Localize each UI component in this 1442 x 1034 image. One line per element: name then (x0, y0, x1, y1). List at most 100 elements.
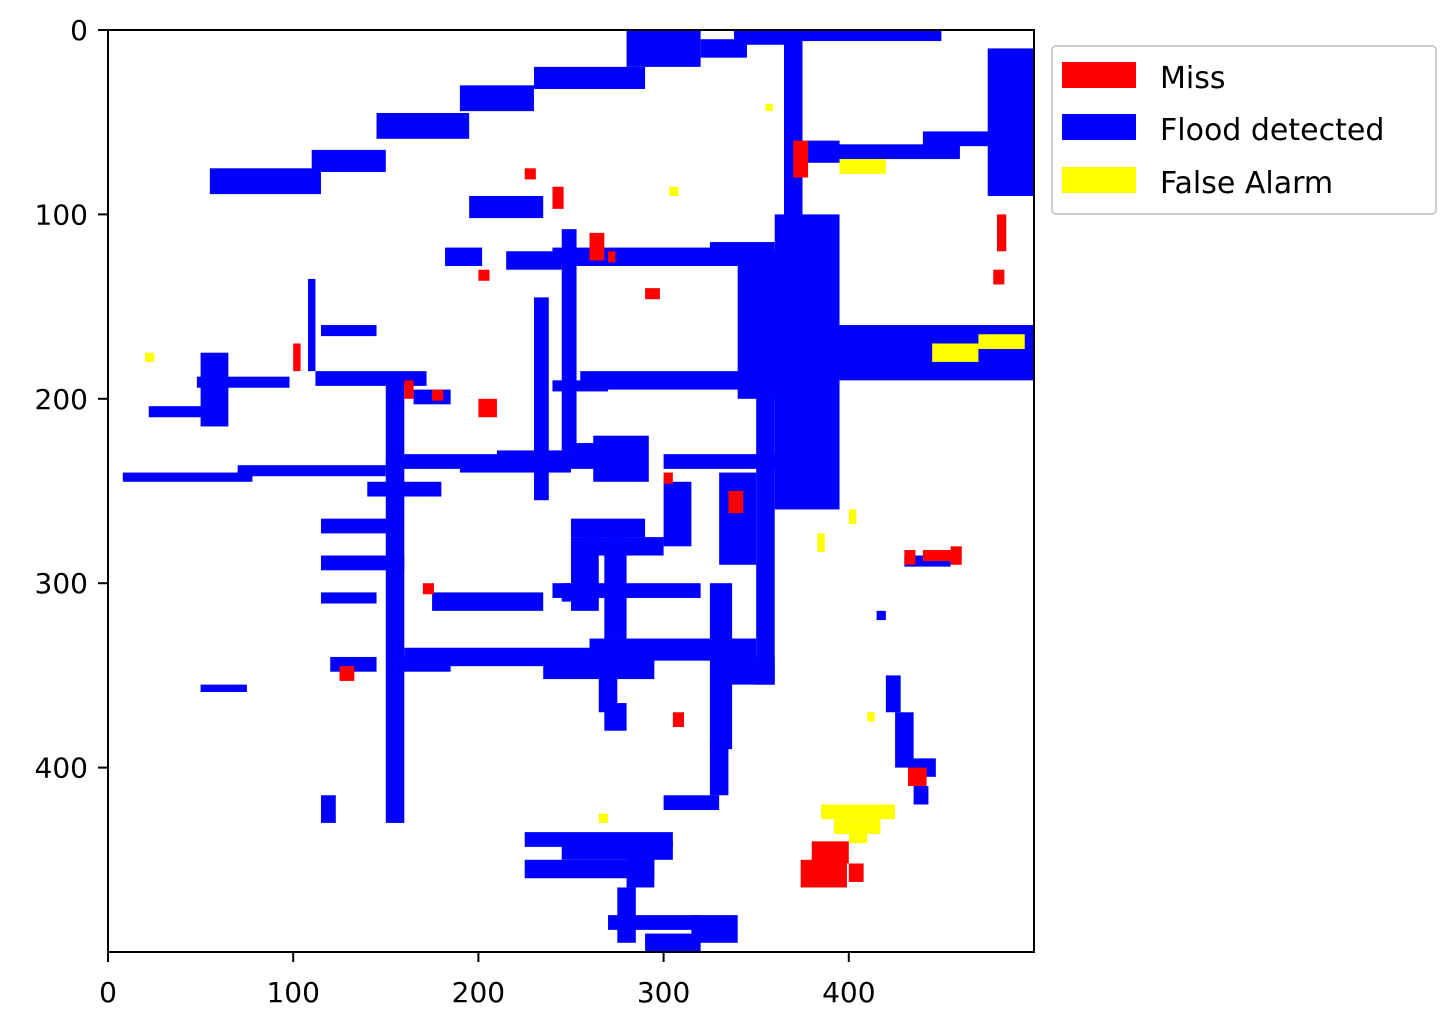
miss-cell (293, 343, 301, 372)
miss-cell (800, 859, 847, 888)
legend-frame (1051, 45, 1437, 215)
flood-detected-cell (876, 610, 886, 621)
flood-detected-cell (552, 380, 609, 392)
flood-detected-cell (122, 472, 253, 482)
flood-detected-cell (580, 371, 803, 390)
flood-detected-cell (756, 30, 942, 42)
flood-detected-cell (604, 703, 627, 731)
heatmap-layer (122, 30, 1034, 952)
false-alarm-cell (848, 509, 857, 525)
flood-detected-cell (719, 472, 757, 565)
legend-swatch-flood-detected (1062, 114, 1136, 140)
flood-detected-cell (367, 481, 442, 497)
flood-detected-cell (533, 66, 646, 90)
false-alarm-cell (817, 533, 825, 552)
false-alarm-cell (867, 712, 875, 722)
x-tick-label: 100 (266, 976, 319, 1009)
flood-detected-cell (593, 435, 649, 482)
flood-detected-cell (913, 786, 929, 805)
flood-detected-cell (561, 841, 673, 860)
flood-detected-cell (561, 229, 577, 451)
flood-detected-cell (459, 85, 534, 112)
flood-detected-cell (445, 247, 483, 267)
false-alarm-cell (821, 804, 896, 820)
legend-swatch-miss (1062, 62, 1136, 88)
miss-cell (996, 214, 1007, 252)
flood-detected-cell (308, 278, 316, 372)
flood-detected-cell (663, 795, 720, 811)
miss-cell (524, 168, 536, 180)
x-tick-label: 300 (637, 976, 690, 1009)
flood-detected-cell (922, 131, 997, 147)
miss-cell (552, 186, 564, 209)
flood-detected-cell (413, 389, 451, 405)
y-tick-label: 100 (35, 198, 88, 231)
x-axis: 0 100 200 300 400 (99, 952, 876, 1009)
miss-cell (339, 666, 355, 681)
flood-detected-cell (691, 915, 738, 943)
flood-detected-cell (524, 859, 655, 879)
flood-detected-cell (320, 592, 377, 604)
plot-frame (107, 29, 1035, 953)
miss-cell (404, 380, 414, 399)
y-tick-label: 400 (35, 752, 88, 785)
flood-detected-cell (311, 149, 386, 172)
flood-detected-cell (1006, 131, 1034, 160)
false-alarm-cell (978, 334, 1025, 350)
y-tick-label: 200 (35, 383, 88, 416)
flood-detected-cell (987, 48, 1034, 196)
flood-detected-cell (320, 518, 396, 534)
flood-detected-cell (626, 841, 655, 888)
miss-cell (793, 140, 809, 178)
y-axis: 0 100 200 300 400 (35, 14, 108, 785)
flood-detected-cell (774, 325, 1034, 381)
flood-detected-cell (645, 933, 701, 952)
miss-cell (922, 550, 960, 562)
miss-cell (904, 550, 916, 565)
flood-detected-cell (196, 376, 290, 388)
flood-detected-cell (598, 666, 618, 713)
flood-detected-cell (719, 656, 775, 685)
flood-detected-cell (830, 144, 960, 160)
miss-cell (608, 251, 616, 263)
flood-detected-cell (783, 39, 803, 224)
miss-cell (811, 841, 849, 864)
false-alarm-cell (833, 819, 881, 834)
legend-label-false-alarm: False Alarm (1160, 166, 1333, 201)
flood-detected-cell (209, 168, 321, 195)
miss-cell (728, 491, 744, 514)
flood-detected-cell (604, 537, 627, 639)
flood-detected-cell (533, 297, 549, 501)
flood-detected-cell (756, 389, 775, 685)
miss-cell (478, 269, 490, 281)
miss-cell (422, 583, 434, 595)
false-alarm-cell (145, 352, 155, 362)
flood-detected-cell (200, 684, 247, 692)
false-alarm-cell (932, 343, 979, 362)
flood-detected-cell (571, 537, 599, 611)
false-alarm-cell (598, 813, 609, 823)
legend-swatch-false-alarm (1062, 167, 1136, 193)
legend-label-miss: Miss (1160, 61, 1225, 96)
y-tick-label: 300 (35, 567, 88, 600)
miss-cell (993, 269, 1005, 285)
flood-detected-cell (626, 30, 701, 67)
flood-detected-cell (663, 481, 692, 547)
flood-detected-cell (385, 380, 405, 823)
flood-detected-cell (432, 592, 544, 611)
flood-detected-cell (543, 656, 655, 680)
flood-detected-cell (376, 112, 470, 139)
miss-cell (645, 288, 660, 300)
flood-detected-cell (320, 325, 377, 337)
miss-cell (478, 398, 497, 418)
flood-detected-cell (885, 675, 901, 713)
flood-detected-cell (608, 915, 701, 930)
flood-detected-cell (895, 712, 914, 768)
flood-detected-cell (320, 795, 336, 823)
x-tick-label: 0 (99, 976, 117, 1009)
flood-detected-cell (148, 406, 205, 418)
flood-detected-cell (320, 555, 405, 571)
false-alarm-cell (765, 103, 773, 112)
miss-cell (950, 546, 962, 565)
